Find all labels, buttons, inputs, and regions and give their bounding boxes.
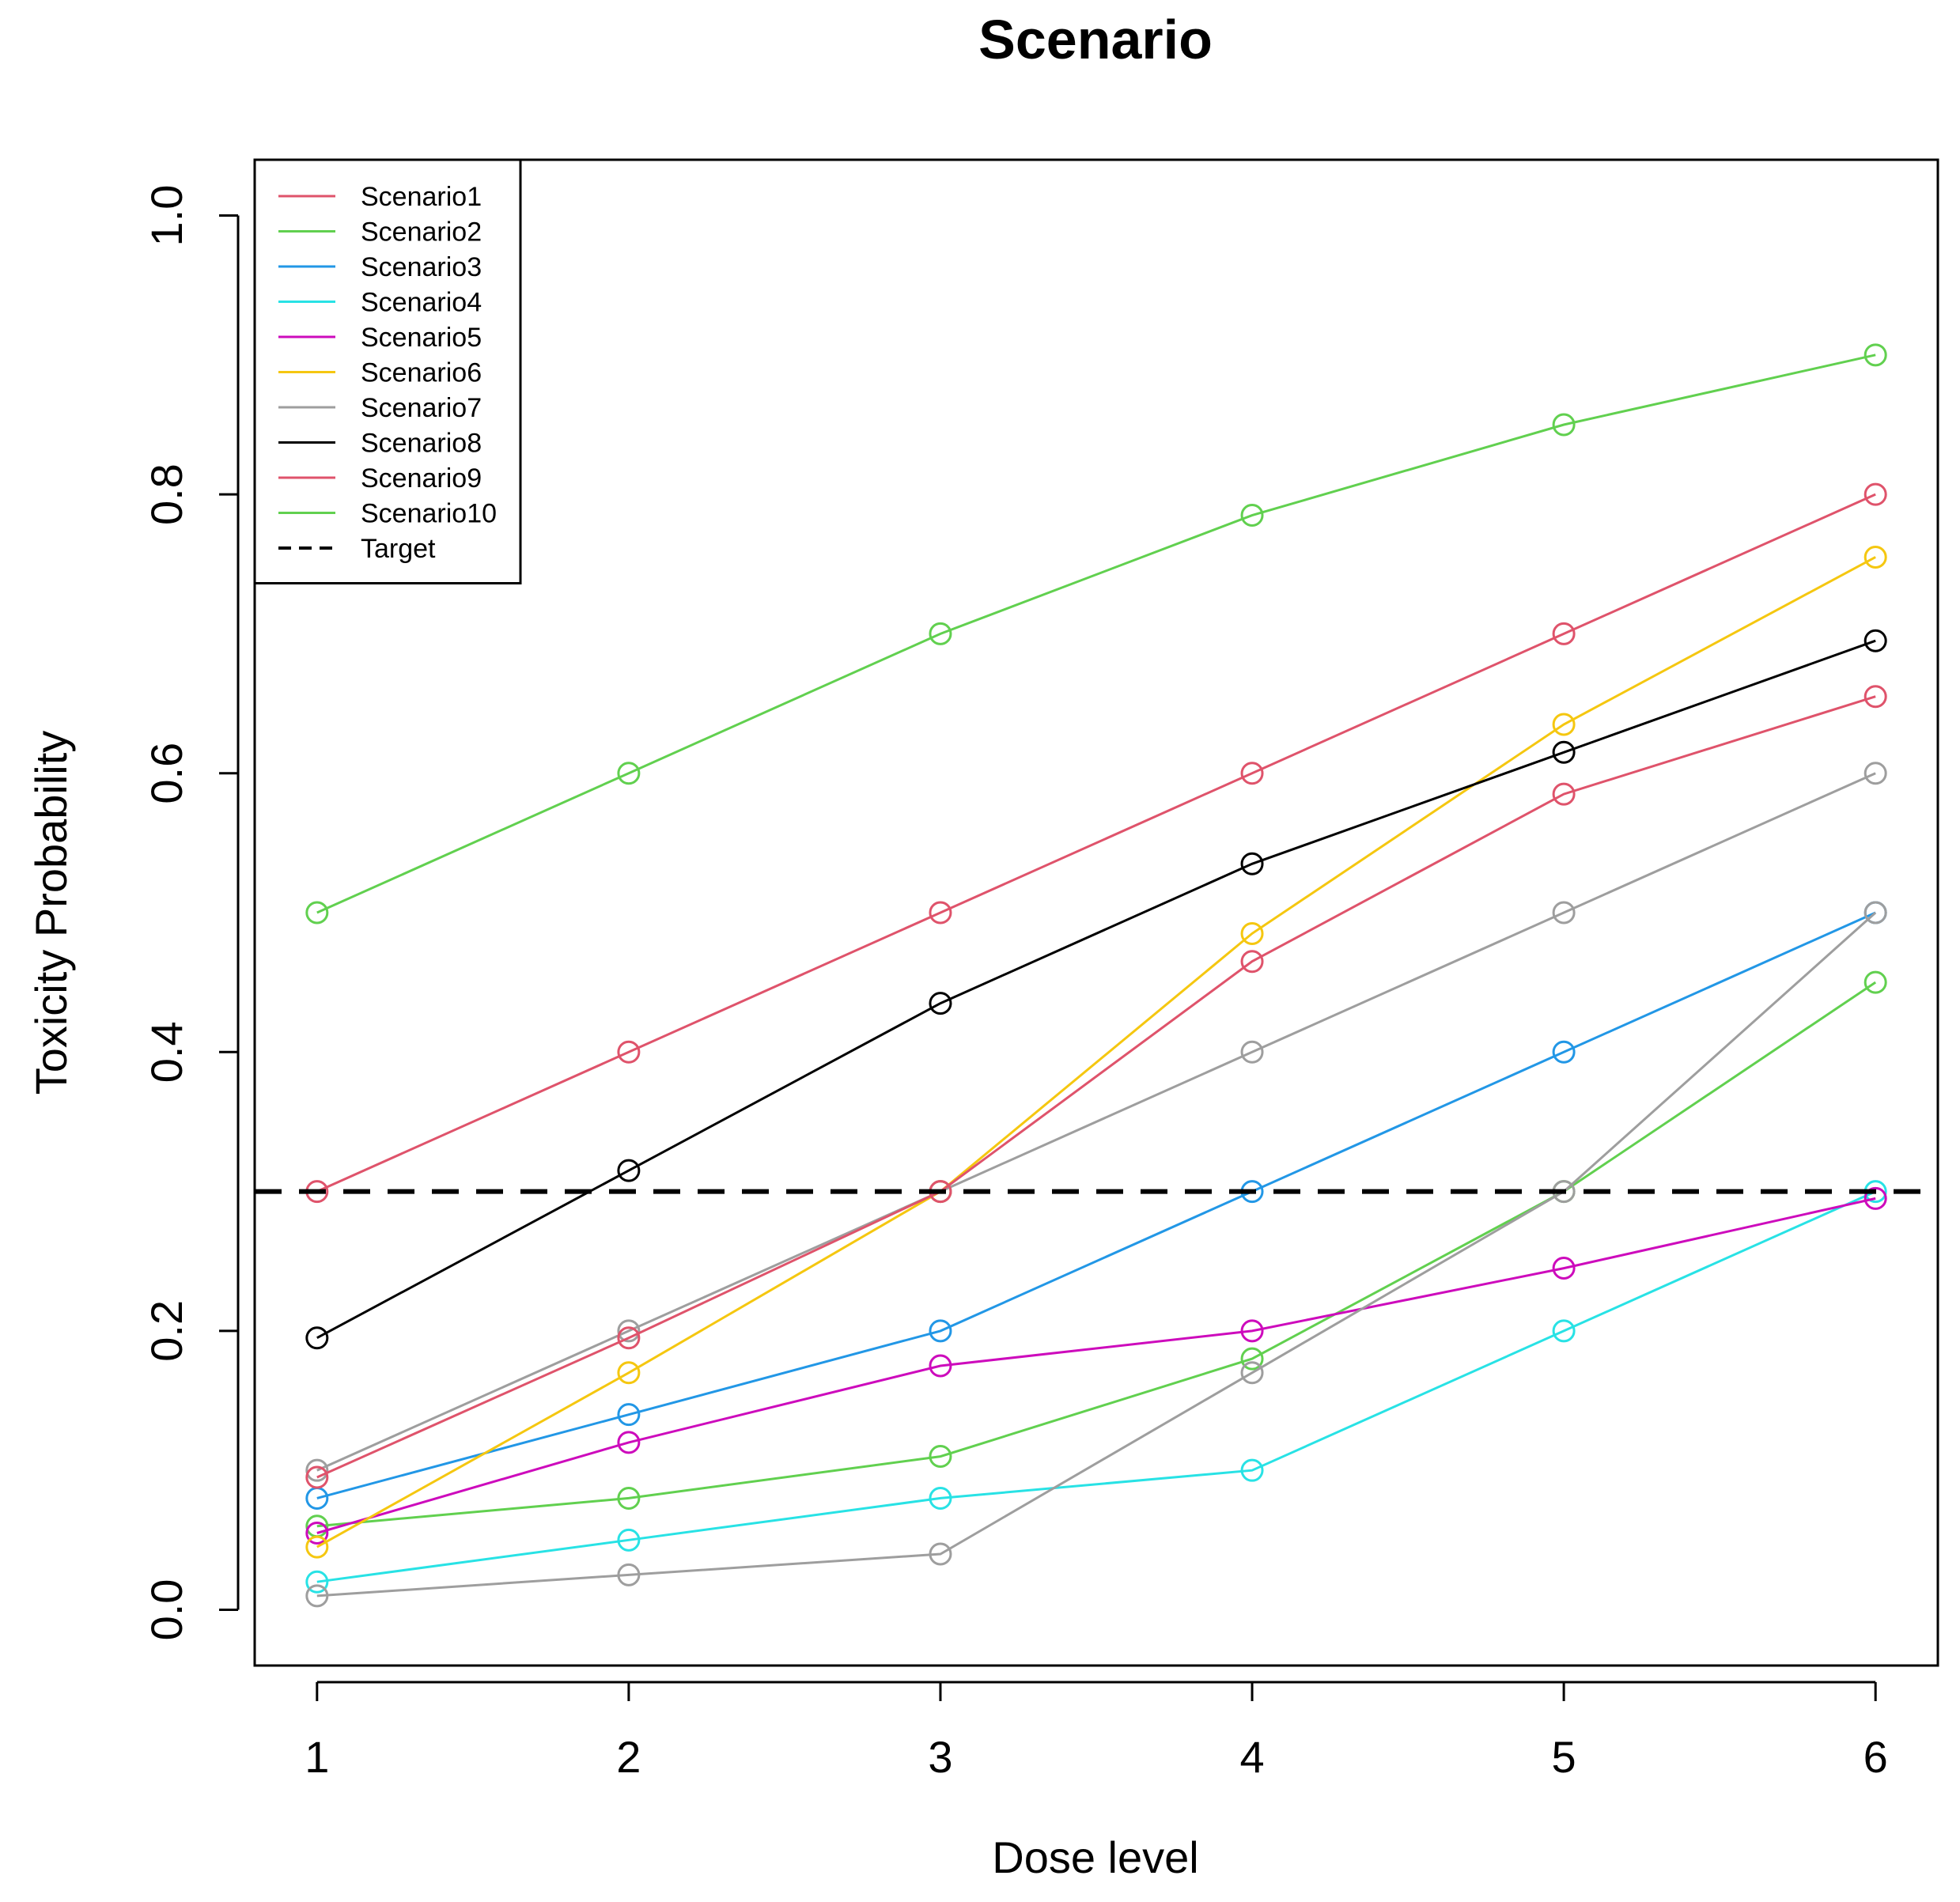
y-axis: 0.0 0.2 0.4 0.6 0.8 1.0 bbox=[142, 185, 240, 1641]
plot-frame bbox=[253, 158, 1939, 1667]
series-point bbox=[305, 901, 329, 925]
series-line-scenario1 bbox=[316, 493, 1876, 1193]
series-point bbox=[1552, 1257, 1576, 1280]
series-line-scenario9 bbox=[316, 695, 1876, 1479]
series-point bbox=[1864, 762, 1887, 785]
series-point bbox=[1552, 901, 1576, 925]
series-line-scenario8 bbox=[316, 639, 1876, 1340]
series-line-scenario7 bbox=[316, 772, 1876, 1472]
series-point bbox=[1240, 921, 1264, 945]
series-point bbox=[1240, 762, 1264, 785]
legend-label: Scenario5 bbox=[361, 323, 482, 353]
series-point bbox=[617, 1326, 641, 1350]
series-point bbox=[305, 1535, 329, 1559]
series-point bbox=[305, 1570, 329, 1594]
chart-title: Scenario bbox=[978, 9, 1213, 70]
series-point bbox=[617, 1319, 641, 1343]
series-point bbox=[1864, 970, 1887, 994]
series-line-scenario6 bbox=[316, 556, 1876, 1548]
series-point bbox=[305, 1458, 329, 1482]
x-axis: 1 2 3 4 5 6 bbox=[305, 1681, 1888, 1782]
legend: Scenario1 Scenario2 Scenario3 Scenario4 Scen… bbox=[253, 158, 522, 584]
series-line-scenario5 bbox=[316, 1197, 1876, 1534]
series-point bbox=[929, 1486, 952, 1510]
series-point bbox=[1240, 1040, 1264, 1064]
series-line-scenario3 bbox=[316, 911, 1876, 1499]
series-point bbox=[617, 1528, 641, 1552]
y-tick-label: 0.2 bbox=[142, 1300, 191, 1362]
legend-label: Scenario10 bbox=[361, 499, 497, 529]
legend-label: Scenario3 bbox=[361, 252, 482, 282]
legend-label: Scenario4 bbox=[361, 288, 482, 318]
series-point bbox=[1552, 413, 1576, 437]
series-point bbox=[305, 1326, 329, 1350]
series-point bbox=[929, 1319, 952, 1343]
series-point bbox=[617, 1486, 641, 1510]
series-point bbox=[617, 1563, 641, 1586]
x-tick-label: 5 bbox=[1552, 1732, 1576, 1782]
plot-series bbox=[255, 343, 1938, 1608]
series-point bbox=[929, 1542, 952, 1566]
legend-label: Scenario8 bbox=[361, 429, 482, 459]
series-point bbox=[1864, 685, 1887, 709]
x-tick-label: 3 bbox=[928, 1732, 952, 1782]
series-point bbox=[929, 901, 952, 925]
series-line-scenario2 bbox=[316, 981, 1877, 1528]
series-point bbox=[1552, 1319, 1576, 1343]
series-point bbox=[1240, 950, 1264, 974]
series-point bbox=[1552, 713, 1576, 736]
series-point bbox=[617, 1159, 641, 1182]
series-point bbox=[1240, 1319, 1264, 1343]
series-point bbox=[1864, 343, 1887, 367]
legend-label: Scenario1 bbox=[361, 182, 482, 212]
series-point bbox=[617, 1431, 641, 1454]
series-point bbox=[617, 762, 641, 785]
series-point bbox=[1864, 901, 1887, 925]
y-tick-label: 0.4 bbox=[142, 1021, 191, 1083]
series-point bbox=[1240, 1458, 1264, 1482]
series-point bbox=[1552, 1040, 1576, 1064]
series-point bbox=[1864, 545, 1887, 569]
x-tick-label: 1 bbox=[305, 1732, 329, 1782]
series-point bbox=[929, 992, 952, 1015]
x-tick-label: 2 bbox=[616, 1732, 641, 1782]
legend-label: Scenario2 bbox=[361, 217, 482, 248]
series-point bbox=[617, 1040, 641, 1064]
y-tick-label: 0.0 bbox=[142, 1579, 191, 1641]
series-point bbox=[1240, 504, 1264, 527]
legend-label: Scenario9 bbox=[361, 463, 482, 493]
series-line-scenario10 bbox=[316, 354, 1876, 914]
series-point bbox=[305, 1522, 329, 1545]
y-tick-label: 0.6 bbox=[142, 743, 191, 804]
legend-label: Target bbox=[361, 534, 436, 564]
y-tick-label: 1.0 bbox=[142, 185, 191, 247]
series-point bbox=[929, 1354, 952, 1378]
series-point bbox=[617, 1361, 641, 1385]
x-tick-label: 6 bbox=[1864, 1732, 1888, 1782]
x-tick-label: 4 bbox=[1239, 1732, 1264, 1782]
y-tick-label: 0.8 bbox=[142, 463, 191, 525]
series-point bbox=[929, 1445, 952, 1469]
x-axis-label: Dose level bbox=[992, 1832, 1198, 1882]
series-point bbox=[1240, 1361, 1264, 1385]
series-line-scenario4 bbox=[316, 1190, 1876, 1583]
series-point bbox=[305, 1465, 329, 1489]
series-point bbox=[1552, 740, 1576, 764]
series-point bbox=[617, 1403, 641, 1427]
series-point bbox=[1240, 852, 1264, 875]
series-point bbox=[1240, 1347, 1264, 1371]
series-point bbox=[305, 1584, 329, 1608]
series-point bbox=[1864, 1186, 1887, 1210]
series-point bbox=[1552, 622, 1576, 645]
series-point bbox=[1864, 629, 1887, 652]
series-point bbox=[929, 622, 952, 645]
series-point bbox=[1552, 782, 1576, 806]
legend-label: Scenario6 bbox=[361, 358, 482, 388]
series-line-unlabeled bbox=[316, 911, 1877, 1598]
series-point bbox=[1864, 482, 1887, 506]
legend-label: Scenario7 bbox=[361, 393, 482, 423]
y-axis-label: Toxicity Probability bbox=[26, 731, 76, 1095]
